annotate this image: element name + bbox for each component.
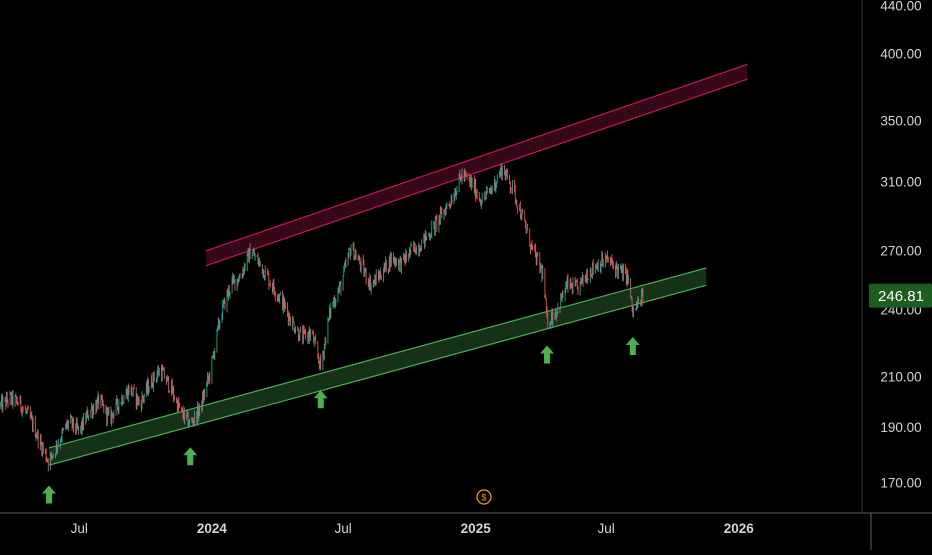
last-price-badge [869, 283, 932, 308]
up-arrow-icon [313, 390, 328, 409]
price-tick-label: 190.00 [880, 420, 921, 435]
support-channel[interactable] [48, 267, 707, 466]
resistance-channel-lower-line[interactable] [205, 78, 748, 267]
time-tick-label: Jul [597, 521, 614, 536]
time-tick-label: 2026 [724, 521, 755, 536]
up-arrow-icon [540, 345, 555, 364]
price-tick-label: 310.00 [880, 174, 921, 189]
time-tick-label: 2024 [197, 521, 228, 536]
resistance-channel-upper-line[interactable] [205, 63, 748, 252]
up-arrow-icon [42, 485, 57, 504]
resistance-channel[interactable] [205, 63, 748, 267]
currency-icon[interactable] [476, 489, 492, 505]
price-tick-label: 270.00 [880, 244, 921, 259]
support-channel-lower-line[interactable] [48, 284, 707, 466]
time-tick-label: 2025 [461, 521, 492, 536]
price-tick-label: 170.00 [880, 476, 921, 491]
currency-marker[interactable]: $ [476, 489, 492, 505]
time-tick-label: Jul [71, 521, 88, 536]
support-channel-upper-line[interactable] [48, 267, 707, 449]
up-arrow-icon [625, 336, 640, 355]
price-axis[interactable]: 170.00190.00210.00240.00270.00310.00350.… [880, 0, 921, 491]
resistance-channel-fill [206, 64, 748, 266]
price-tick-label: 440.00 [880, 0, 921, 14]
price-tick-label: 400.00 [880, 47, 921, 62]
support-channel-fill [49, 267, 707, 466]
currency-symbol: $ [481, 493, 486, 503]
time-axis[interactable]: Jul 2024 Jul 2025 Jul 2026 [71, 521, 755, 536]
up-arrow-icon [183, 447, 198, 466]
last-price-label: 246.81 [878, 288, 924, 305]
price-tick-label: 350.00 [880, 113, 921, 128]
last-price-marker: 246.81 [869, 283, 932, 308]
price-tick-label: 210.00 [880, 370, 921, 385]
time-tick-label: Jul [334, 521, 351, 536]
